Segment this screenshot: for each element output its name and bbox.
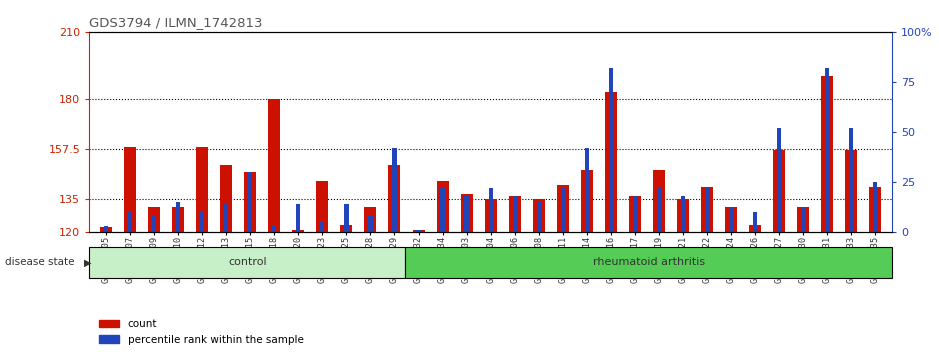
Bar <box>700 187 713 232</box>
Bar <box>753 212 757 232</box>
Bar <box>801 208 806 232</box>
Bar <box>465 196 469 232</box>
Bar <box>870 187 881 232</box>
Bar <box>461 194 472 232</box>
Bar <box>485 199 497 232</box>
Text: control: control <box>228 257 267 267</box>
Bar <box>416 230 421 232</box>
Bar <box>148 207 161 232</box>
Bar <box>440 188 445 232</box>
Bar <box>316 181 329 232</box>
Text: rheumatoid arthritis: rheumatoid arthritis <box>593 257 705 267</box>
Text: disease state: disease state <box>5 257 74 267</box>
Bar <box>849 128 854 232</box>
Bar <box>128 212 132 232</box>
Bar <box>224 204 228 232</box>
Bar <box>437 181 449 232</box>
Text: GDS3794 / ILMN_1742813: GDS3794 / ILMN_1742813 <box>89 16 263 29</box>
Bar <box>296 204 300 232</box>
Bar <box>269 98 281 232</box>
Bar <box>629 196 640 232</box>
Bar <box>725 207 737 232</box>
Bar <box>729 208 733 232</box>
Bar <box>368 216 373 232</box>
Bar <box>845 150 857 232</box>
Bar <box>705 188 709 232</box>
Bar <box>292 230 304 232</box>
Bar <box>488 188 493 232</box>
Bar <box>100 227 112 232</box>
Bar <box>532 199 545 232</box>
Bar <box>656 188 661 232</box>
Bar <box>248 172 253 232</box>
Text: ▶: ▶ <box>84 257 91 267</box>
Bar <box>152 216 156 232</box>
Bar <box>677 199 689 232</box>
Bar <box>389 165 401 232</box>
Bar <box>221 165 232 232</box>
Bar <box>176 202 180 232</box>
Bar <box>124 147 136 232</box>
Bar <box>341 225 352 232</box>
Bar <box>200 212 205 232</box>
Bar <box>633 196 637 232</box>
Bar <box>561 188 565 232</box>
Bar <box>104 226 108 232</box>
Bar <box>536 202 541 232</box>
Bar <box>393 148 396 232</box>
Bar <box>821 76 833 232</box>
Bar <box>825 68 829 232</box>
Bar <box>681 196 685 232</box>
Bar <box>873 182 877 232</box>
Bar <box>513 196 516 232</box>
Bar <box>580 170 593 232</box>
Bar <box>777 128 781 232</box>
Bar <box>557 185 569 232</box>
Legend: count, percentile rank within the sample: count, percentile rank within the sample <box>95 315 308 349</box>
Bar <box>749 225 761 232</box>
Bar <box>364 207 377 232</box>
Bar <box>320 222 325 232</box>
Bar <box>608 68 613 232</box>
Bar <box>653 170 665 232</box>
Bar <box>509 196 520 232</box>
Bar <box>345 204 348 232</box>
Bar <box>172 207 184 232</box>
Bar <box>773 150 785 232</box>
Bar <box>797 207 809 232</box>
Bar <box>585 148 589 232</box>
Bar <box>244 172 256 232</box>
Bar <box>196 147 208 232</box>
Bar <box>412 230 424 232</box>
Bar <box>605 92 617 232</box>
Bar <box>272 226 276 232</box>
